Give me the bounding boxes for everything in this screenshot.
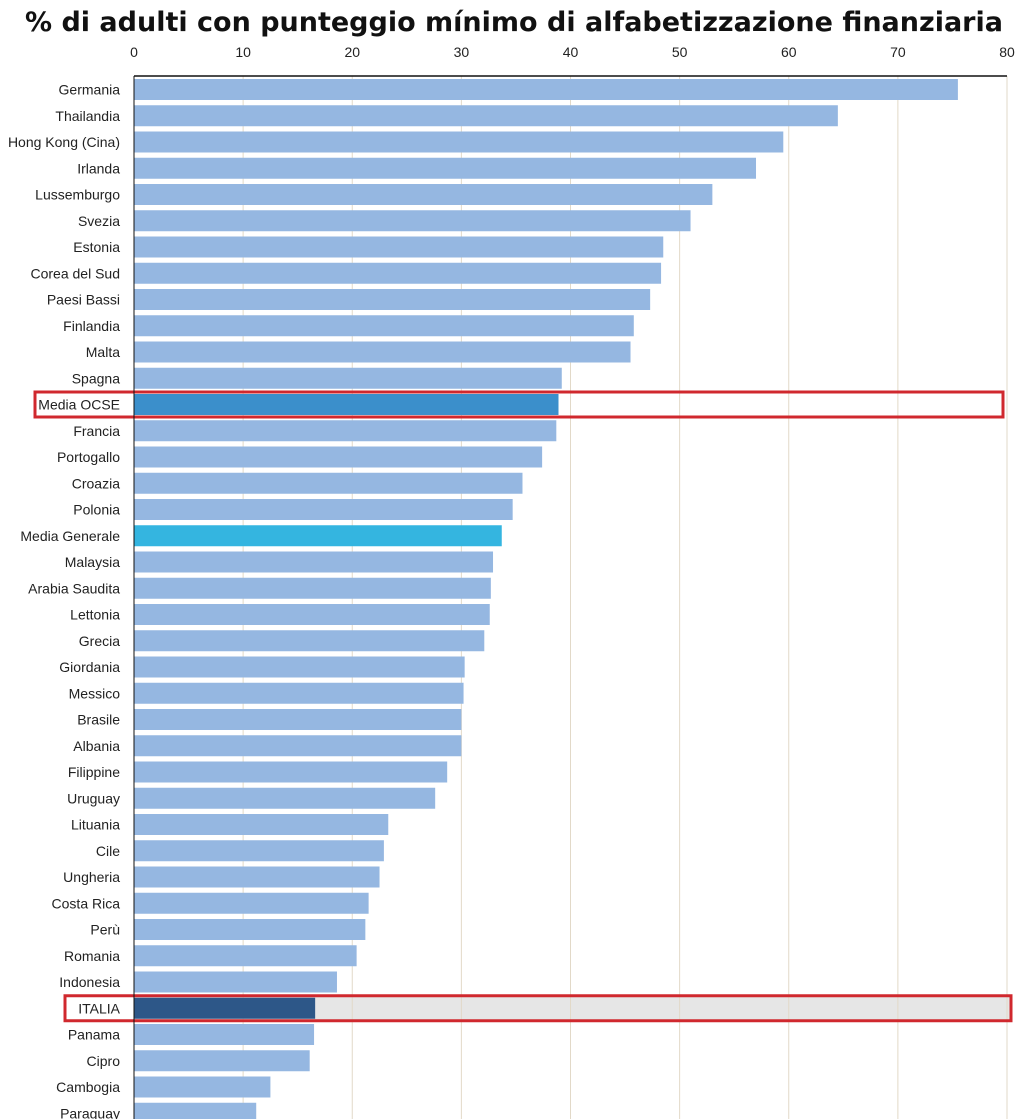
bar	[134, 1024, 315, 1045]
category-label: Romania	[64, 948, 120, 964]
x-tick-label: 10	[235, 44, 251, 60]
bar	[134, 630, 485, 652]
category-label: Arabia Saudita	[28, 580, 120, 596]
category-label: Cipro	[87, 1053, 121, 1069]
bar	[134, 262, 662, 284]
category-label: Perù	[90, 922, 120, 938]
category-label: Giordania	[59, 659, 120, 675]
chart-title: % di adulti con punteggio mínimo di alfa…	[25, 7, 1003, 38]
category-label: Irlanda	[77, 160, 120, 176]
x-tick-label: 20	[344, 44, 360, 60]
highlight-box	[63, 994, 1013, 1023]
bar	[134, 341, 631, 363]
category-label: Grecia	[79, 633, 120, 649]
bar	[134, 892, 369, 914]
bar	[134, 787, 436, 809]
bar	[134, 315, 634, 337]
category-label: Lettonia	[70, 607, 120, 623]
category-label: Thailandia	[55, 108, 120, 124]
bar	[134, 682, 464, 704]
category-label: Hong Kong (Cina)	[8, 134, 120, 150]
category-label: ITALIA	[78, 1000, 120, 1016]
x-tick-label: 30	[454, 44, 470, 60]
category-label: Finlandia	[63, 318, 120, 334]
category-label: Costa Rica	[52, 895, 121, 911]
x-tick-label: 80	[999, 44, 1015, 60]
bar	[134, 761, 448, 783]
x-tick-label: 0	[130, 44, 138, 60]
bar	[134, 840, 384, 862]
bar	[134, 814, 389, 835]
bar	[134, 1050, 310, 1072]
bar	[134, 394, 559, 415]
x-tick-label: 60	[781, 44, 797, 60]
bar	[134, 157, 757, 179]
category-label: Indonesia	[59, 974, 120, 990]
bar	[134, 289, 651, 310]
bar	[134, 184, 713, 205]
category-label: Polonia	[73, 502, 120, 518]
bar	[134, 525, 502, 547]
bar	[134, 446, 543, 468]
category-label: Lussemburgo	[35, 187, 120, 203]
category-label: Germania	[59, 82, 121, 98]
x-tick-label: 50	[672, 44, 688, 60]
bar	[134, 971, 337, 993]
category-label: Panama	[68, 1027, 120, 1043]
category-label: Ungheria	[63, 869, 120, 885]
category-label: Brasile	[77, 712, 120, 728]
bar	[134, 997, 316, 1019]
bar	[134, 420, 557, 442]
category-label: Albania	[73, 738, 120, 754]
category-label: Croazia	[72, 475, 120, 491]
category-label: Malaysia	[65, 554, 120, 570]
bar	[134, 551, 494, 573]
bar	[134, 577, 491, 599]
category-label: Svezia	[78, 213, 120, 229]
category-label: Francia	[73, 423, 120, 439]
bar	[134, 866, 380, 888]
category-label: Uruguay	[67, 790, 120, 806]
bar	[134, 735, 462, 757]
bar	[134, 210, 691, 232]
category-label: Spagna	[72, 370, 120, 386]
category-label: Messico	[69, 685, 121, 701]
bar	[134, 236, 664, 258]
bar	[134, 105, 838, 127]
category-label: Paesi Bassi	[47, 292, 120, 308]
bar	[134, 131, 784, 153]
category-label: Filippine	[68, 764, 120, 780]
bar	[134, 79, 958, 100]
category-label: Malta	[86, 344, 120, 360]
category-label: Estonia	[73, 239, 120, 255]
category-label: Media Generale	[20, 528, 120, 544]
bar	[134, 604, 490, 625]
bar	[134, 499, 513, 520]
x-tick-label: 70	[890, 44, 906, 60]
category-label: Portogallo	[57, 449, 120, 465]
bar	[134, 367, 562, 389]
category-label: Cile	[96, 843, 120, 859]
highlight-box	[33, 390, 1005, 419]
category-label: Cambogia	[56, 1079, 120, 1095]
category-label: Media OCSE	[38, 397, 120, 413]
bar	[134, 919, 366, 940]
category-label: Corea del Sud	[30, 265, 120, 281]
category-label: Paraguay	[60, 1105, 120, 1119]
bar	[134, 709, 462, 730]
bar	[134, 1102, 257, 1119]
bar	[134, 656, 465, 678]
x-tick-label: 40	[563, 44, 579, 60]
bar	[134, 945, 357, 967]
category-label: Lituania	[71, 817, 120, 833]
bar	[134, 472, 523, 494]
bar	[134, 1076, 271, 1098]
